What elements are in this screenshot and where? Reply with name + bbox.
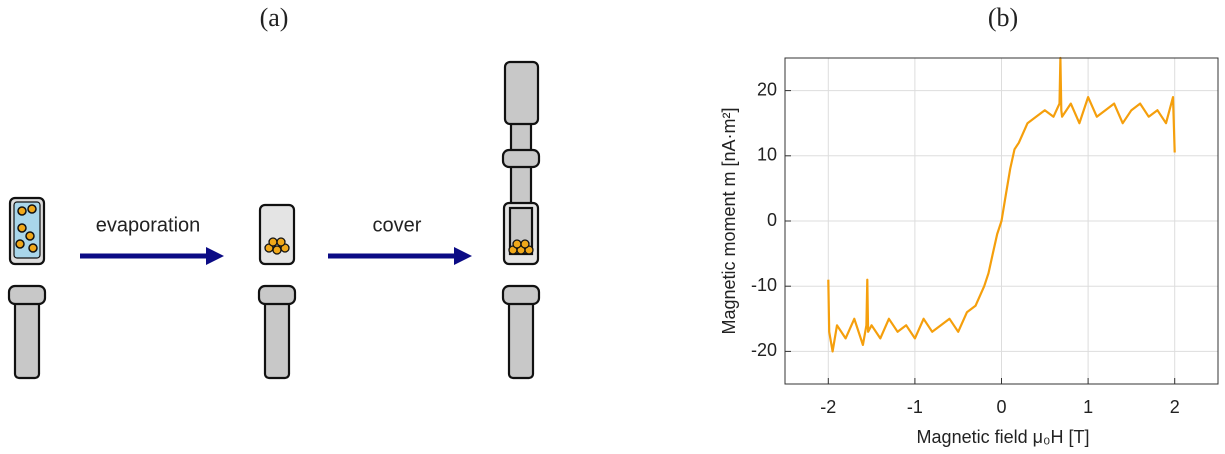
particles	[508, 239, 534, 255]
panel-label: (a)	[260, 3, 289, 32]
step-label: evaporation	[96, 214, 201, 236]
collar	[7, 284, 47, 306]
x-tick-label: 1	[1083, 397, 1093, 417]
particles	[15, 204, 38, 253]
x-tick-label: 2	[1170, 397, 1180, 417]
collar	[257, 284, 297, 306]
step-label: cover	[373, 214, 422, 236]
plot-frame	[784, 57, 1219, 385]
panel-label: (b)	[988, 3, 1018, 32]
y-tick-label: -20	[751, 340, 777, 360]
cap	[503, 60, 540, 126]
y-tick-label: 10	[757, 145, 777, 165]
data-line	[827, 56, 1176, 353]
plot: Magnetic field μ₀H [T] Magnetic moment m…	[719, 107, 1090, 446]
y-tick-label: -10	[751, 275, 777, 295]
particles	[264, 237, 290, 255]
x-tick-label: -2	[820, 397, 836, 417]
collar	[501, 284, 541, 306]
x-axis-label: Magnetic field μ₀H [T]	[917, 427, 1090, 447]
diagram: evaporation cover	[7, 60, 541, 380]
y-tick-label: 0	[767, 210, 777, 230]
y-axis-label: Magnetic moment m [nA·m²]	[719, 107, 739, 334]
sample-cup	[258, 203, 296, 266]
arrow-head	[454, 247, 472, 265]
collar	[501, 148, 541, 169]
arrow-head	[206, 247, 224, 265]
y-tick-label: 20	[757, 79, 777, 99]
x-tick-label: 0	[996, 397, 1006, 417]
x-tick-label: -1	[907, 397, 923, 417]
